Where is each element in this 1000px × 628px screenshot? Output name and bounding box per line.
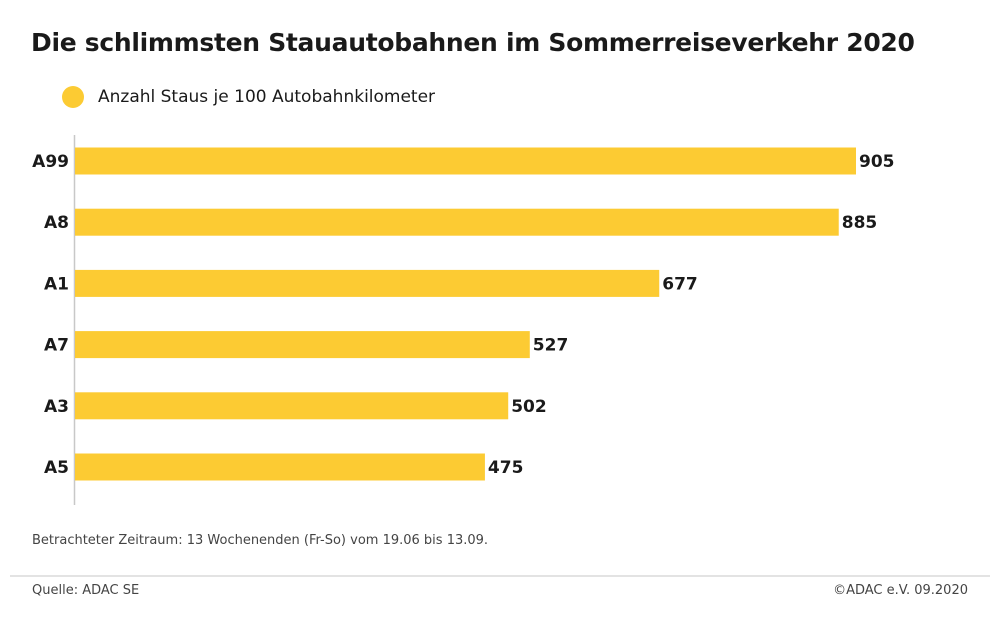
value-label: 527 <box>533 336 569 356</box>
category-label: A5 <box>44 458 69 478</box>
category-label: A3 <box>44 397 69 417</box>
category-label: A99 <box>32 152 69 172</box>
value-label: 885 <box>842 213 878 233</box>
bar-A7 <box>75 331 530 359</box>
divider <box>10 575 990 577</box>
category-label: A1 <box>44 274 69 294</box>
category-label: A8 <box>44 213 69 233</box>
bar-A8 <box>75 208 839 236</box>
footnote: Betrachteter Zeitraum: 13 Wochenenden (F… <box>32 533 489 548</box>
source-label: Quelle: ADAC SE <box>32 583 140 598</box>
value-label: 475 <box>488 458 524 478</box>
legend-swatch <box>62 86 84 108</box>
bar-A99 <box>75 147 856 175</box>
category-label: A7 <box>44 336 69 356</box>
legend: Anzahl Staus je 100 Autobahnkilometer <box>62 86 435 108</box>
bar-A3 <box>75 392 509 420</box>
legend-label: Anzahl Staus je 100 Autobahnkilometer <box>98 87 436 107</box>
bar-A5 <box>75 453 485 481</box>
value-label: 677 <box>662 274 698 294</box>
chart-title: Die schlimmsten Stauautobahnen im Sommer… <box>31 28 915 57</box>
copyright-label: ©ADAC e.V. 09.2020 <box>833 583 968 598</box>
value-label: 502 <box>511 397 546 417</box>
bar-A1 <box>75 269 660 297</box>
value-label: 905 <box>859 152 895 172</box>
